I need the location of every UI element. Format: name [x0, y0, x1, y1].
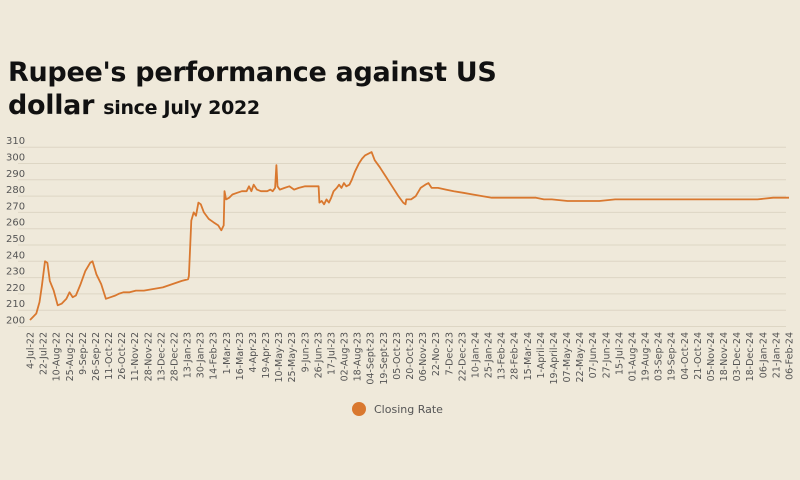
title-subtitle: since July 2022	[103, 97, 260, 119]
x-tick-label: 22-No-23	[431, 332, 442, 376]
x-tick-label: 19-Sep-24	[667, 332, 678, 381]
y-tick-label: 280	[6, 185, 25, 196]
y-tick-label: 230	[6, 267, 25, 278]
x-tick-label: 25-May-23	[287, 332, 298, 383]
y-tick-label: 290	[6, 169, 25, 180]
x-tick-label: 16-Mar-23	[235, 332, 246, 380]
x-tick-label: 19-Sept-23	[379, 332, 390, 385]
x-tick-label: 28-Nov-22	[143, 332, 154, 381]
y-tick-label: 260	[6, 218, 25, 229]
y-tick-label: 250	[6, 234, 25, 245]
x-tick-label: 9-Jun-23	[300, 332, 311, 372]
y-tick-label: 270	[6, 201, 25, 212]
x-tick-label: 13-Jan-23	[183, 332, 194, 378]
x-tick-label: 21-Oct-24	[693, 332, 704, 380]
x-tick-label: 01-Aug-24	[627, 332, 638, 381]
x-tick-label: 28-Feb-24	[510, 332, 521, 380]
x-tick-label: 11-Oct-22	[104, 332, 115, 380]
x-tick-label: 10-Aug-22	[52, 332, 63, 381]
y-axis-ticks: 200 210 220 230 240 250 260 270 280 290 300 310	[6, 136, 25, 326]
x-tick-label: 18-Dec-24	[745, 332, 756, 381]
x-tick-label: 20-Oct-23	[405, 332, 416, 380]
x-tick-label: 05-Nov-24	[706, 332, 717, 381]
x-tick-label: 28-Dec-22	[169, 332, 180, 381]
title-line-2: dollar since July 2022	[8, 89, 497, 125]
legend-marker-icon	[352, 402, 366, 416]
x-tick-label: 10-May-23	[274, 332, 285, 383]
x-tick-label: 10-Jan-24	[470, 332, 481, 378]
x-tick-label: 22-Jul-22	[39, 332, 50, 375]
x-tick-label: 22-Dec-23	[457, 332, 468, 381]
x-tick-label: 7-Dec-23	[444, 332, 455, 375]
y-tick-label: 200	[6, 316, 25, 327]
x-tick-label: 25-Jan-24	[484, 332, 495, 378]
series-layer	[29, 151, 789, 321]
y-tick-label: 210	[6, 299, 25, 310]
x-tick-label: 06-Nov-23	[418, 332, 429, 381]
x-tick-label: 19-Aug-24	[641, 332, 652, 381]
x-tick-label: 1-Mar-23	[222, 332, 233, 374]
legend: Closing Rate	[352, 402, 443, 416]
x-tick-label: 13-Dec-22	[156, 332, 167, 381]
legend-label: Closing Rate	[374, 402, 443, 416]
x-tick-label: 18-Aug-23	[353, 332, 364, 381]
chart-title: Rupee's performance against US dollar si…	[8, 56, 497, 125]
x-tick-label: 04-Sept-23	[366, 332, 377, 385]
x-tick-label: 19-April-24	[549, 332, 560, 385]
title-dollar: dollar	[8, 90, 95, 121]
x-tick-label: 14-Feb-23	[209, 332, 220, 380]
x-tick-label: 15-Jul-24	[614, 332, 625, 375]
x-tick-label: 19-Apr-23	[261, 332, 272, 379]
x-tick-label: 27-Jun-24	[601, 332, 612, 378]
x-tick-label: 26-Jun-23	[313, 332, 324, 378]
x-tick-label: 03-Sep-24	[654, 332, 665, 381]
x-tick-label: 07-May-24	[562, 332, 573, 383]
y-tick-label: 240	[6, 250, 25, 261]
x-tick-label: 26-Oct-22	[117, 332, 128, 380]
series-line-closing-rate	[29, 151, 789, 321]
x-tick-label: 11-Nov-22	[130, 332, 141, 381]
title-line-1: Rupee's performance against US	[8, 57, 497, 88]
x-tick-label: 1-April-24	[536, 332, 547, 379]
x-tick-label: 4-Apr-23	[248, 332, 259, 373]
x-tick-label: 9-Sep-22	[78, 332, 89, 375]
x-tick-label: 26-Sep-22	[91, 332, 102, 381]
x-axis-ticks: 4-Jul-22 22-Jul-22 10-Aug-22 25-Aug-22 9-Sep…	[26, 332, 796, 385]
x-tick-label: 07-Jun-24	[588, 332, 599, 378]
x-tick-label: 04-Oct-24	[680, 332, 691, 380]
y-tick-label: 220	[6, 283, 25, 294]
y-tick-label: 300	[6, 153, 25, 164]
x-tick-label: 30-Jan-23	[196, 332, 207, 378]
x-tick-label: 15-Mar-24	[523, 332, 534, 380]
x-tick-label: 22-May-24	[575, 332, 586, 383]
x-tick-label: 25-Aug-22	[65, 332, 76, 381]
x-tick-label: 03-Dec-24	[732, 332, 743, 381]
gridlines	[18, 146, 786, 327]
x-tick-label: 05-Oct-23	[392, 332, 403, 380]
x-tick-label: 02-Aug-23	[340, 332, 351, 381]
x-tick-label: 21-Jan-24	[771, 332, 782, 378]
x-tick-label: 4-Jul-22	[26, 332, 37, 369]
x-tick-label: 13-Feb-24	[497, 332, 508, 380]
y-tick-label: 310	[6, 136, 25, 147]
x-tick-label: 06-Jan-24	[758, 332, 769, 378]
x-tick-label: 18-Nov-24	[719, 332, 730, 381]
x-tick-label: 06-Feb-24	[785, 332, 796, 380]
x-tick-label: 17-Jul-23	[326, 332, 337, 375]
